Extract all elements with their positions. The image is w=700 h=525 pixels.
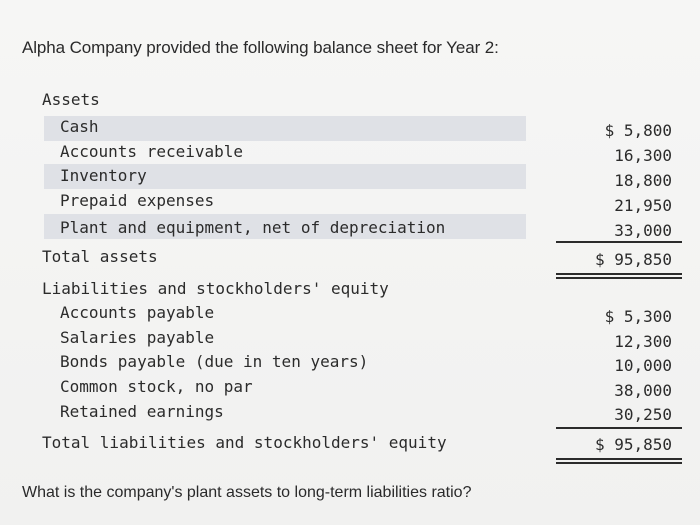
assets-heading: Assets (42, 90, 100, 109)
subtotal-rule (556, 241, 682, 243)
subtotal-rule (556, 427, 682, 429)
asset-amount-prepaid-expenses: 21,950 (614, 196, 672, 215)
asset-amount-cash: $ 5,800 (604, 121, 672, 140)
equity-amount-retained-earnings: 30,250 (614, 405, 672, 424)
row-band (44, 164, 526, 189)
asset-amount-accounts-receivable: 16,300 (614, 146, 672, 165)
equity-amount-common-stock: 38,000 (614, 381, 672, 400)
equity-label-retained-earnings: Retained earnings (60, 402, 224, 421)
liability-label-accounts-payable: Accounts payable (60, 303, 215, 322)
total-liabilities-equity-amount: $ 95,850 (594, 435, 672, 454)
double-rule-bottom (556, 462, 682, 464)
double-rule-top (556, 458, 682, 460)
total-assets-label: Total assets (42, 247, 158, 266)
asset-label-cash: Cash (60, 117, 99, 136)
double-rule-top (556, 273, 682, 275)
asset-amount-inventory: 18,800 (614, 171, 672, 190)
row-band (44, 214, 526, 239)
row-band (44, 116, 526, 141)
question-text: What is the company's plant assets to lo… (22, 484, 472, 501)
liability-amount-salaries-payable: 12,300 (614, 332, 672, 351)
double-rule-bottom (556, 277, 682, 279)
total-liabilities-equity-label: Total liabilities and stockholders' equi… (42, 433, 447, 452)
intro-text: Alpha Company provided the following bal… (22, 38, 499, 57)
asset-amount-plant-equipment: 33,000 (614, 221, 672, 240)
total-assets-amount: $ 95,850 (594, 250, 672, 269)
liabilities-heading: Liabilities and stockholders' equity (42, 279, 389, 298)
liability-amount-bonds-payable: 10,000 (614, 356, 672, 375)
liability-amount-accounts-payable: $ 5,300 (604, 307, 672, 326)
asset-label-prepaid-expenses: Prepaid expenses (60, 191, 215, 210)
asset-label-plant-equipment: Plant and equipment, net of depreciation (60, 218, 446, 237)
asset-label-accounts-receivable: Accounts receivable (60, 142, 244, 161)
liability-label-bonds-payable: Bonds payable (due in ten years) (60, 352, 369, 371)
asset-label-inventory: Inventory (60, 166, 147, 185)
liability-label-salaries-payable: Salaries payable (60, 328, 215, 347)
equity-label-common-stock: Common stock, no par (60, 377, 253, 396)
